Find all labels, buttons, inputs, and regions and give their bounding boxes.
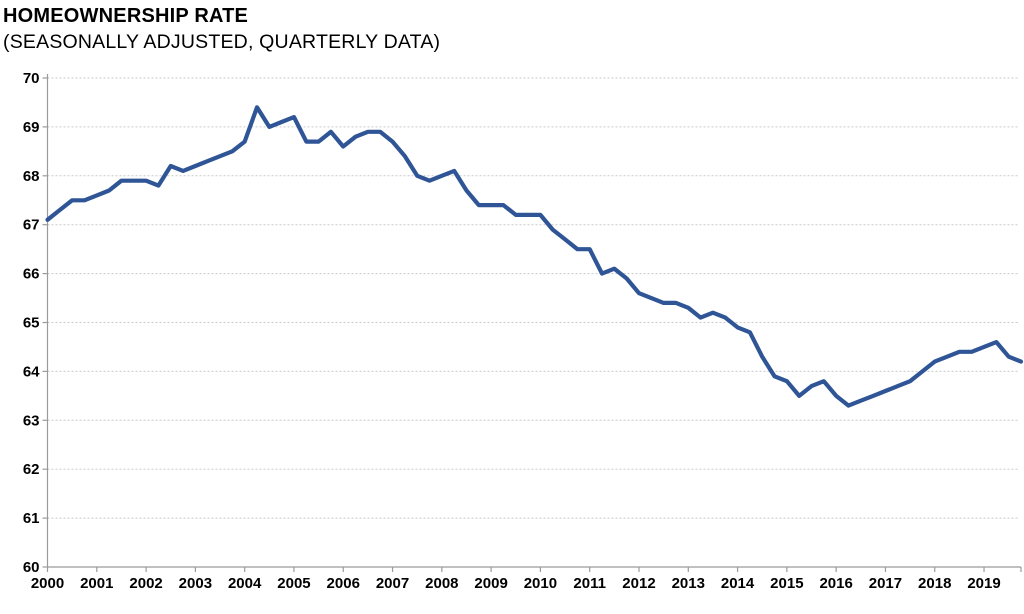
x-axis-label: 2016 [819, 575, 852, 592]
x-axis-label: 2002 [129, 575, 162, 592]
x-axis-label: 2003 [179, 575, 212, 592]
y-axis-label: 69 [23, 119, 40, 136]
x-axis-label: 2014 [721, 575, 755, 592]
x-axis-label: 2009 [474, 575, 507, 592]
x-axis-label: 2012 [622, 575, 655, 592]
data-line-homeownership-rate [45, 105, 1024, 408]
y-axis-label: 67 [23, 217, 40, 234]
x-axis-label: 2006 [327, 575, 360, 592]
y-axis-label: 70 [23, 70, 40, 87]
y-axis-label: 64 [23, 363, 40, 380]
x-axis-label: 2000 [31, 575, 64, 592]
x-axis-label: 2013 [672, 575, 705, 592]
x-axis-label: 2001 [80, 575, 113, 592]
x-axis-label: 2008 [425, 575, 458, 592]
chart-subtitle: (SEASONALLY ADJUSTED, QUARTERLY DATA) [3, 31, 441, 53]
x-axis-label: 2018 [918, 575, 951, 592]
x-axis-label: 2019 [967, 575, 1000, 592]
y-axis-label: 62 [23, 461, 40, 478]
x-axis-label: 2010 [524, 575, 557, 592]
chart-title: HOMEOWNERSHIP RATE [3, 5, 249, 27]
x-axis-label: 2005 [277, 575, 310, 592]
y-axis-label: 65 [23, 315, 40, 332]
x-axis-label: 2004 [228, 575, 262, 592]
x-axis-label: 2015 [770, 575, 803, 592]
y-axis-label: 66 [23, 266, 40, 283]
x-axis-label: 2011 [573, 575, 606, 592]
y-axis-label: 60 [23, 559, 40, 576]
x-axis-label: 2017 [869, 575, 902, 592]
y-axis-label: 61 [23, 510, 40, 527]
y-axis-label: 63 [23, 412, 40, 429]
y-axis-label: 68 [23, 168, 40, 185]
x-axis-label: 2007 [376, 575, 409, 592]
chart-header: HOMEOWNERSHIP RATE (SEASONALLY ADJUSTED,… [3, 3, 440, 55]
